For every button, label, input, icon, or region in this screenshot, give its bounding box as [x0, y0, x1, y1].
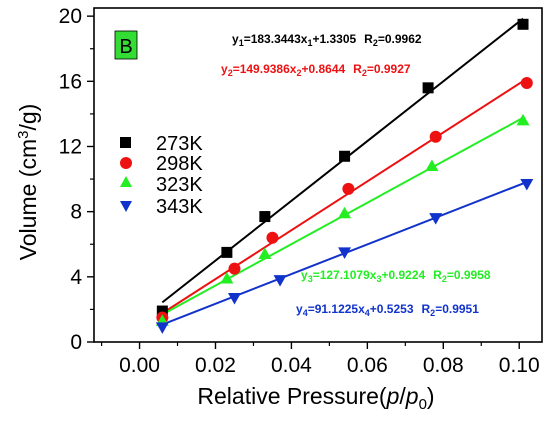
point-298k [342, 182, 355, 195]
panel-label-box [114, 30, 138, 60]
legend-marker-323k [120, 176, 132, 187]
point-273k [259, 211, 271, 223]
legend-label-298k: 298K [156, 153, 203, 175]
point-298k [520, 76, 533, 89]
plot-frame [93, 7, 543, 343]
y-tick-label: 12 [59, 135, 82, 158]
y-tick-label: 8 [70, 201, 82, 224]
y-tick-label: 4 [70, 266, 82, 289]
x-tick-label: 0.08 [423, 354, 464, 377]
point-298k [429, 130, 442, 143]
point-273k [517, 18, 529, 30]
point-343k [429, 213, 443, 225]
x-tick-label: 0.02 [195, 354, 236, 377]
legend-label-273k: 273K [156, 133, 203, 155]
point-273k [339, 150, 351, 162]
point-343k [227, 293, 241, 305]
fit-line-298k [161, 77, 528, 315]
y-axis-title: Volume (cm3/g) [15, 104, 41, 261]
x-tick-label: 0.10 [499, 354, 540, 377]
equation-3: y3=127.1079x3+0.9224 R2=0.9958 [301, 268, 491, 284]
point-343k [273, 275, 287, 287]
legend-marker-298k [120, 157, 132, 169]
point-343k [520, 178, 534, 191]
plot-border [93, 7, 543, 343]
y-tick-label: 0 [70, 331, 82, 354]
point-343k [155, 322, 169, 334]
point-343k [338, 247, 352, 259]
legend-label-323k: 323K [156, 174, 203, 196]
axis-ticks: 0.00 0.02 0.04 0.06 0.08 0.10 0 4 8 12 16 20 [59, 5, 540, 377]
legend-marker-273k [120, 137, 131, 148]
equation-1: y1=183.3443x1+1.3305 R2=0.9962 [232, 32, 422, 48]
point-323k [425, 159, 439, 172]
equation-4: y4=91.1225x4+0.5253 R2=0.9951 [296, 302, 479, 318]
x-tick-label: 0.04 [271, 354, 312, 377]
point-298k [266, 231, 279, 244]
x-axis-title: Relative Pressure(p/p0) [197, 383, 434, 413]
legend-label-343k: 343K [156, 196, 203, 218]
point-273k [156, 305, 168, 317]
point-323k [338, 206, 352, 219]
point-273k [422, 82, 434, 94]
panel-label: B [119, 36, 132, 58]
data-markers [155, 18, 534, 334]
point-273k [221, 246, 233, 258]
x-tick-label: 0.06 [347, 354, 388, 377]
x-tick-label: 0.00 [119, 354, 160, 377]
point-323k [516, 113, 530, 126]
point-298k [228, 262, 241, 275]
y-tick-label: 20 [59, 5, 82, 28]
legend: 273K 298K 323K 343K [120, 133, 203, 218]
point-323k [220, 271, 234, 284]
point-323k [258, 247, 272, 260]
legend-marker-343k [120, 201, 132, 212]
equation-2: y2=149.9386x2+0.8644 R2=0.9927 [221, 62, 411, 78]
y-tick-label: 16 [59, 70, 82, 93]
